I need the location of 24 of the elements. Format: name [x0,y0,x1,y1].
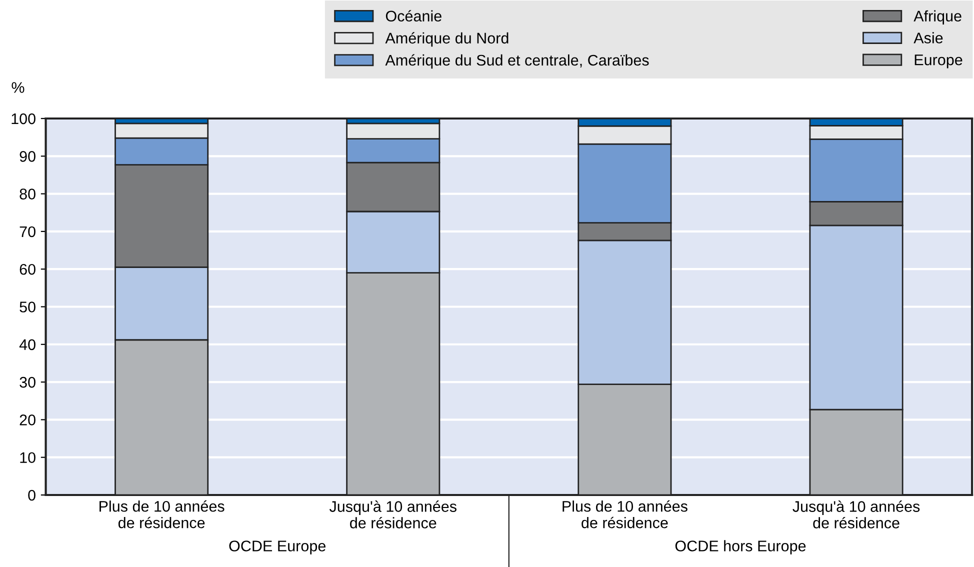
legend-label: Océanie [386,10,442,22]
x-tick-label: Jusqu'à 10 années de résidence [329,500,456,528]
y-tick-label: 40 [19,339,36,350]
y-tick-label: 80 [20,188,36,200]
y-tick-label: 20 [20,414,36,426]
legend-label: Asie [914,32,943,44]
legend-label: Afrique [914,10,962,25]
x-tick-label: Plus de 10 années de résidence [100,500,224,528]
legend-label: Amérique du Sud et centrale, Caraïbes [385,54,649,69]
x-tick-label: Plus de 10 années de résidence [562,500,688,528]
legend-label: Amérique du Nord [385,32,508,47]
y-tick-label: 60 [20,264,36,275]
y-tick-label: 90 [20,151,36,162]
y-tick-label: 50 [20,302,36,312]
x-tick-label: Jusqu'à 10 années de résidence [792,500,920,528]
y-tick-label: 70 [20,226,36,238]
text: OCDE Europe [229,540,326,554]
y-axis-title: % [12,82,24,93]
legend-label: Europe [914,54,962,68]
y-tick-label: 100 [12,113,36,124]
text: OCDE hors Europe [675,540,806,554]
y-tick-label: 0 [28,490,36,501]
y-tick-label: 10 [20,452,36,464]
y-tick-label: 30 [20,376,36,388]
